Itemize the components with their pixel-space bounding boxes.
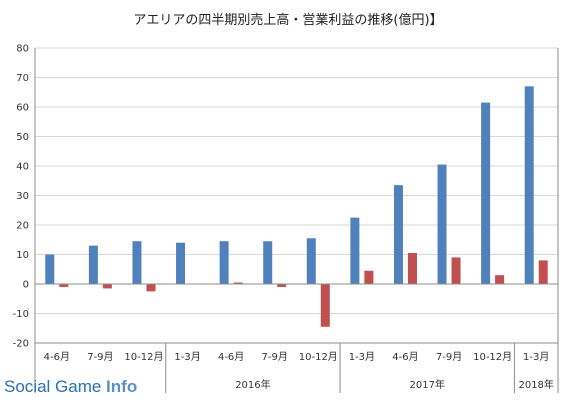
- bar-series-1: [176, 242, 186, 284]
- year-label: 2016年: [235, 378, 270, 391]
- bar-series-2: [233, 282, 243, 284]
- x-tick-label: 7-9月: [262, 351, 288, 363]
- bar-series-1: [45, 254, 55, 284]
- x-tick-label: 10-12月: [299, 351, 338, 363]
- year-label: 2017年: [410, 378, 445, 391]
- bar-series-1: [437, 164, 447, 284]
- y-tick-label: 60: [16, 103, 29, 114]
- bar-series-1: [219, 241, 229, 284]
- x-tick-label: 4-6月: [44, 351, 70, 363]
- bar-series-1: [393, 185, 403, 284]
- y-tick-label: 0: [23, 280, 29, 291]
- bar-series-2: [364, 270, 374, 284]
- y-tick-label: 50: [16, 132, 29, 143]
- bar-series-2: [146, 284, 156, 292]
- x-axis-labels: 4-6月 7-9月 10-12月 1-3月 4-6月 7-9月 10-12月 1-3月 4-6月…: [44, 351, 554, 391]
- x-tick-label: 1-3月: [174, 351, 200, 363]
- bar-series-1: [306, 238, 316, 284]
- x-tick-label: 1-3月: [349, 351, 375, 363]
- bar-series-1: [88, 245, 98, 284]
- bar-series-2: [59, 284, 69, 287]
- bar-series-2: [451, 257, 461, 284]
- bar-series-2: [320, 284, 330, 327]
- watermark-accent: Info: [106, 377, 137, 396]
- watermark-logo: Social Game Info: [4, 377, 137, 396]
- bar-series-2: [102, 284, 112, 289]
- y-tick-label: -20: [13, 339, 29, 350]
- svg-text:Social Game Info: Social Game Info: [4, 377, 137, 396]
- year-label: 2018年: [518, 378, 553, 391]
- x-tick-label: 7-9月: [436, 351, 462, 363]
- bar-series-1: [350, 217, 360, 284]
- bar-series-1: [524, 86, 534, 284]
- bars: [45, 86, 548, 327]
- watermark-text: Social Game: [4, 377, 106, 396]
- bar-series-2: [277, 284, 287, 287]
- x-tick-label: 10-12月: [473, 351, 512, 363]
- x-tick-label: 1-3月: [523, 351, 549, 363]
- bar-series-1: [263, 241, 273, 284]
- x-tick-label: 4-6月: [392, 351, 418, 363]
- bar-series-1: [132, 241, 142, 284]
- x-tick-label: 7-9月: [87, 351, 113, 363]
- x-tick-label: 4-6月: [218, 351, 244, 363]
- y-tick-label: 20: [16, 221, 29, 232]
- bar-series-2: [495, 275, 505, 284]
- y-tick-label: 30: [16, 191, 29, 202]
- y-tick-label: 10: [16, 250, 29, 261]
- y-tick-label: 40: [16, 162, 29, 173]
- chart-title: アエリアの四半期別売上高・営業利益の推移(億円)】: [133, 12, 442, 28]
- bar-series-2: [407, 253, 417, 284]
- axes: [34, 48, 559, 393]
- bar-series-1: [481, 102, 491, 284]
- bar-series-2: [538, 260, 548, 284]
- y-axis-ticks: 80 70 60 50 40 30 20 10 0 -10 -20: [13, 44, 29, 350]
- y-tick-label: -10: [13, 309, 29, 320]
- x-tick-label: 10-12月: [124, 351, 163, 363]
- y-tick-label: 70: [16, 73, 29, 84]
- y-tick-label: 80: [16, 44, 29, 55]
